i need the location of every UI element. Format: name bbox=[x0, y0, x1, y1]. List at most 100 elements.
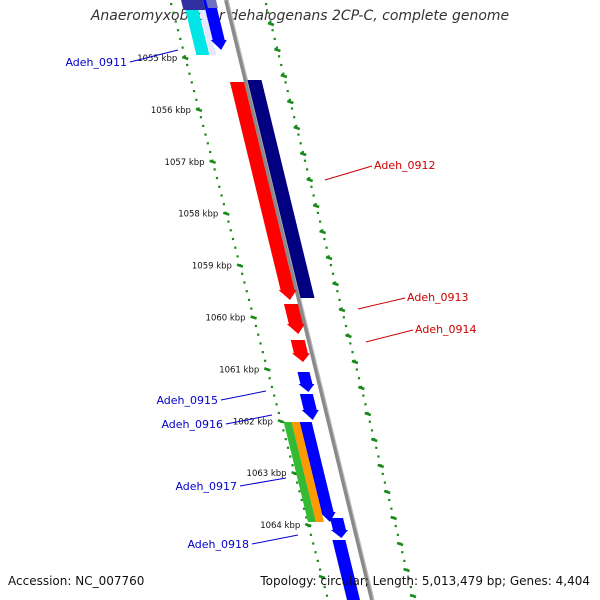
ring-dot bbox=[364, 403, 367, 406]
accession-text: Accession: NC_007760 bbox=[8, 574, 145, 588]
gene-label-adeh-0916[interactable]: Adeh_0916 bbox=[161, 418, 223, 431]
ring-dot bbox=[334, 281, 337, 284]
ring-dot bbox=[342, 316, 345, 319]
ring-dot bbox=[388, 498, 391, 502]
ring-dot bbox=[401, 551, 404, 554]
ring-dot bbox=[229, 229, 232, 232]
ring-dot bbox=[288, 98, 291, 101]
gene-adeh-0917-feature bbox=[299, 422, 336, 522]
ring-dot bbox=[282, 72, 285, 75]
ring-dot bbox=[344, 324, 348, 328]
gene-label-adeh-0915[interactable]: Adeh_0915 bbox=[156, 394, 218, 407]
ring-dot bbox=[280, 63, 283, 67]
ring-dot bbox=[310, 185, 313, 188]
ring-dot bbox=[186, 63, 189, 67]
outer-tick bbox=[267, 21, 275, 27]
scale-label: 1062 kbp bbox=[233, 417, 273, 427]
ring-dot bbox=[268, 377, 271, 380]
tick-layer bbox=[170, 3, 417, 599]
ring-dot bbox=[291, 464, 294, 467]
ring-dot bbox=[209, 150, 212, 154]
ring-dot bbox=[370, 429, 374, 432]
ring-dot bbox=[202, 124, 205, 127]
gene-bottom-blue-feature bbox=[332, 540, 360, 600]
gene-adeh-0915-feature bbox=[297, 372, 315, 392]
ring-dot bbox=[195, 98, 198, 101]
ring-dot bbox=[241, 272, 244, 275]
ring-dot bbox=[220, 194, 223, 197]
outer-tick bbox=[409, 593, 417, 599]
outer-tick bbox=[338, 307, 346, 313]
ring-dot bbox=[282, 429, 285, 432]
gene-adeh-0911-feature bbox=[183, 0, 210, 55]
ring-dot bbox=[316, 559, 319, 562]
ring-dot bbox=[234, 246, 237, 249]
ring-dot bbox=[295, 124, 298, 127]
gene-orange-feature bbox=[291, 422, 325, 522]
scale-label: 1058 kbp bbox=[178, 210, 218, 220]
ring-dot bbox=[192, 90, 196, 93]
major-tick bbox=[318, 574, 326, 580]
ring-dot bbox=[188, 72, 191, 75]
outer-tick bbox=[325, 255, 333, 261]
gene-adeh-0918-feature bbox=[330, 518, 348, 538]
ring-dot bbox=[298, 490, 301, 493]
ring-dot bbox=[321, 229, 324, 232]
ring-dot bbox=[273, 394, 276, 397]
outer-tick bbox=[332, 281, 339, 287]
major-tick bbox=[277, 419, 285, 424]
outer-tick bbox=[286, 99, 294, 105]
ring-dot bbox=[284, 438, 287, 441]
ring-dot bbox=[323, 585, 326, 589]
gene-label-adeh-0917[interactable]: Adeh_0917 bbox=[175, 480, 237, 493]
ring-dot bbox=[267, 11, 270, 14]
gene-label-adeh-0918[interactable]: Adeh_0918 bbox=[187, 538, 249, 551]
ring-dot bbox=[331, 272, 335, 275]
ring-dot bbox=[312, 194, 315, 197]
scale-label: 1055 kbp bbox=[137, 54, 177, 64]
ring-dot bbox=[206, 142, 209, 145]
ring-dot bbox=[319, 220, 322, 223]
ring-dot bbox=[289, 455, 292, 458]
outer-tick bbox=[319, 229, 327, 235]
ring-dot bbox=[269, 20, 272, 23]
ring-dot bbox=[323, 237, 326, 241]
major-tick bbox=[195, 107, 203, 113]
gene-top-navy-2-feature bbox=[206, 0, 218, 8]
ring-dot bbox=[305, 516, 308, 519]
gene-label-adeh-0913[interactable]: Adeh_0913 bbox=[407, 291, 469, 304]
ring-dot bbox=[349, 342, 352, 345]
ring-dot bbox=[325, 246, 328, 249]
ring-dot bbox=[316, 211, 320, 214]
ring-dot bbox=[394, 525, 397, 528]
ring-dot bbox=[181, 46, 184, 49]
ring-dot bbox=[286, 446, 290, 449]
ring-dot bbox=[362, 394, 365, 397]
ring-dot bbox=[264, 3, 268, 6]
gene-label-adeh-0914[interactable]: Adeh_0914 bbox=[415, 323, 477, 336]
outer-tick bbox=[351, 359, 359, 365]
major-tick bbox=[181, 55, 189, 61]
scale-label-layer: 1055 kbp 1056 kbp 1057 kbp 1058 kbp 1059 kbp… bbox=[137, 54, 300, 531]
ring-dot bbox=[243, 281, 246, 284]
ring-dot bbox=[314, 203, 317, 206]
outer-tick bbox=[312, 203, 320, 209]
gene-label-leader bbox=[225, 414, 273, 425]
gene-label-adeh-0912[interactable]: Adeh_0912 bbox=[374, 159, 436, 172]
outer-tick bbox=[364, 411, 372, 417]
outer-tick bbox=[345, 333, 352, 339]
outer-tick bbox=[306, 177, 314, 183]
ring-dot bbox=[277, 55, 281, 58]
ring-dot bbox=[257, 333, 260, 336]
ring-dot bbox=[215, 177, 219, 180]
ring-dot bbox=[218, 185, 221, 188]
gene-top-blue-feature bbox=[203, 0, 227, 50]
ring-dot bbox=[306, 168, 309, 171]
ring-dot bbox=[254, 324, 258, 328]
ring-dot bbox=[190, 81, 193, 84]
ring-dot bbox=[302, 507, 306, 510]
major-tick bbox=[250, 315, 258, 320]
scale-label: 1064 kbp bbox=[260, 521, 300, 531]
gene-label-adeh-0911[interactable]: Adeh_0911 bbox=[65, 56, 127, 69]
ring-dot bbox=[381, 472, 384, 475]
